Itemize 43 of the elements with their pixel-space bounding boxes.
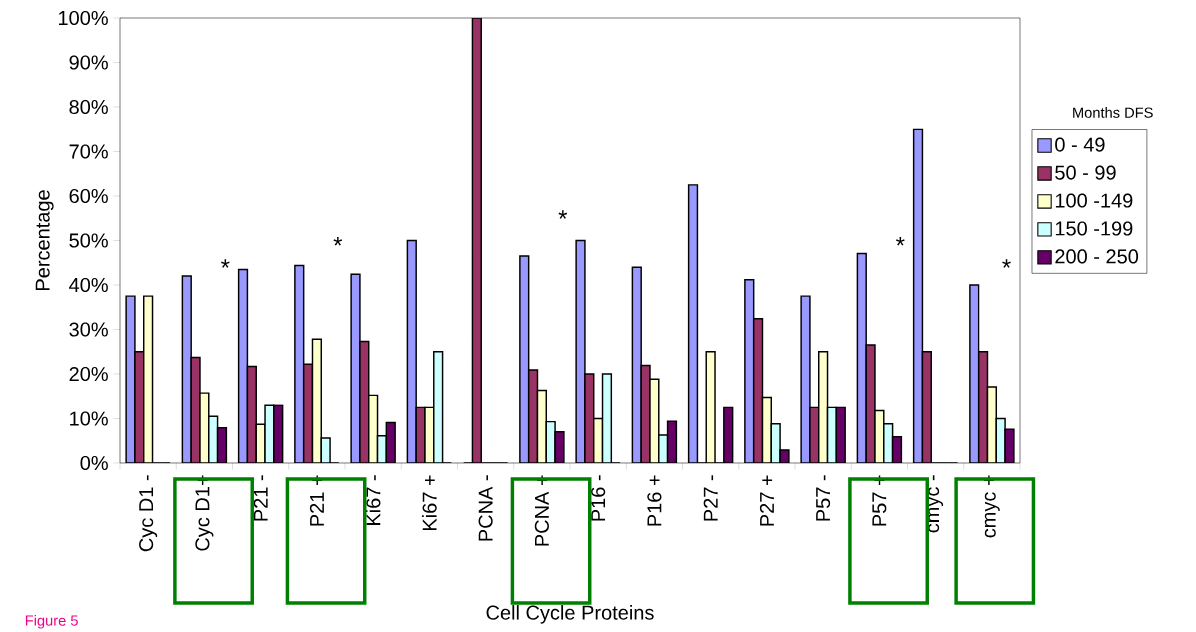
legend-label: 50 - 99: [1055, 165, 1116, 180]
x-axis-title: Cell Cycle Proteins: [486, 605, 654, 624]
bar: [753, 318, 763, 463]
bar: [142, 295, 154, 463]
annotation: *: [896, 237, 905, 246]
legend-label: 100 -149: [1055, 193, 1133, 208]
y-tick-label: 60%: [69, 188, 108, 204]
y-tick-label: 100%: [59, 10, 108, 26]
y-tick-label: 90%: [69, 55, 108, 70]
y-tick-label: 20%: [69, 366, 108, 382]
y-tick-label: 10%: [70, 411, 108, 426]
legend-title: Months DFS: [1073, 107, 1153, 118]
x-tick-label: P21 -: [253, 475, 268, 521]
y-tick-label: 30%: [69, 322, 108, 337]
y-tick-label: 70%: [69, 144, 108, 159]
x-tick-label: P57 -: [816, 475, 831, 521]
bar: [817, 351, 829, 463]
annotation: *: [333, 237, 343, 246]
x-tick-label: Ki67 -: [365, 475, 381, 525]
x-tick-label: P27 +: [759, 475, 774, 526]
y-tick-label: 50%: [69, 233, 108, 248]
y-tick-label: 40%: [69, 277, 108, 293]
caption: Figure 5: [25, 614, 78, 629]
bar: [977, 351, 989, 463]
annotation: *: [558, 210, 568, 219]
x-tick-label: Cyc D1 -: [139, 475, 158, 552]
annotation: *: [221, 259, 230, 268]
bar: [912, 128, 924, 463]
x-tick-label: Ki67 +: [422, 475, 437, 531]
x-tick-label: PCNA -: [478, 475, 493, 541]
bar: [311, 338, 323, 463]
y-tick-label: 0%: [80, 455, 108, 471]
legend-label: 0 - 49: [1055, 137, 1105, 152]
x-tick-label: P16 +: [647, 475, 662, 526]
y-tick-label: 80%: [69, 99, 108, 115]
bar: [237, 268, 249, 463]
annotation: *: [1002, 259, 1011, 268]
bar: [687, 184, 699, 463]
x-tick-label: P16 -: [591, 475, 606, 521]
x-tick-label: P27 -: [703, 475, 718, 521]
legend-label: 200 - 250: [1055, 249, 1139, 264]
legend-label: 150 -199: [1055, 221, 1133, 236]
y-axis-title: Percentage: [35, 190, 54, 291]
